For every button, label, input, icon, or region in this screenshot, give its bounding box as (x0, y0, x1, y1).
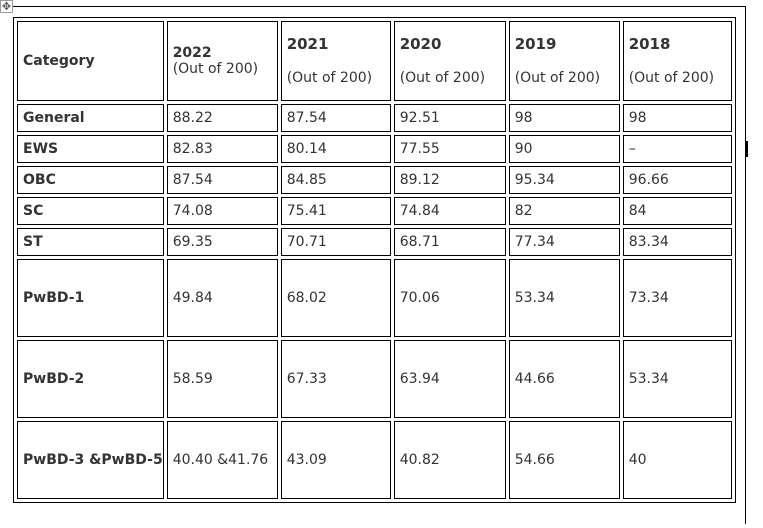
page-boundary-top (13, 6, 746, 7)
value-cell-2021: 67.33 (280, 340, 391, 418)
year-label: 2021 (286, 35, 329, 53)
year-sub-label: (Out of 200) (172, 61, 259, 77)
value-cell-2019: 90 (508, 135, 620, 163)
year-label: 2022 (172, 45, 212, 61)
value-cell-2020: 70.06 (393, 259, 506, 337)
value-cell-2018: 96.66 (622, 166, 732, 194)
table-row: ST 69.35 70.71 68.71 77.34 83.34 (17, 228, 732, 256)
value-cell-2018: 53.34 (622, 340, 732, 418)
year-label: 2020 (399, 35, 442, 53)
year-header-2022: 2022 (Out of 200) (166, 21, 278, 101)
year-sub-label: (Out of 200) (628, 70, 715, 86)
value-cell-2021: 70.71 (280, 228, 391, 256)
value-cell-2022: 49.84 (166, 259, 278, 337)
value-cell-2021: 43.09 (280, 421, 391, 499)
header-row: Category 2022 (Out of 200) 2021 (Out of … (17, 21, 732, 101)
year-sub-label: (Out of 200) (286, 70, 373, 86)
value-cell-2020: 77.55 (393, 135, 506, 163)
year-sub-label: (Out of 200) (399, 70, 486, 86)
category-cell: OBC (17, 166, 164, 194)
table-row: PwBD-3 &PwBD-5 40.40 &41.76 43.09 40.82 … (17, 421, 732, 499)
category-header: Category (17, 21, 164, 101)
category-cell: PwBD-3 &PwBD-5 (17, 421, 164, 499)
category-cell: PwBD-1 (17, 259, 164, 337)
category-cell: General (17, 104, 164, 132)
value-cell-2022: 69.35 (166, 228, 278, 256)
year-header-2018: 2018 (Out of 200) (622, 21, 732, 101)
value-cell-2018: – (622, 135, 732, 163)
value-cell-2019: 54.66 (508, 421, 620, 499)
value-cell-2021: 84.85 (280, 166, 391, 194)
value-cell-2019: 44.66 (508, 340, 620, 418)
value-cell-2020: 89.12 (393, 166, 506, 194)
year-label: 2019 (514, 35, 557, 53)
value-cell-2021: 75.41 (280, 197, 391, 225)
year-header-2021: 2021 (Out of 200) (280, 21, 391, 101)
table-row: PwBD-2 58.59 67.33 63.94 44.66 53.34 (17, 340, 732, 418)
value-cell-2020: 63.94 (393, 340, 506, 418)
table-row: EWS 82.83 80.14 77.55 90 – (17, 135, 732, 163)
value-cell-2020: 74.84 (393, 197, 506, 225)
value-cell-2022: 74.08 (166, 197, 278, 225)
value-cell-2018: 84 (622, 197, 732, 225)
year-header-2019: 2019 (Out of 200) (508, 21, 620, 101)
value-cell-2022: 87.54 (166, 166, 278, 194)
category-cell: ST (17, 228, 164, 256)
value-cell-2022: 58.59 (166, 340, 278, 418)
text-cursor (746, 141, 748, 157)
value-cell-2018: 73.34 (622, 259, 732, 337)
value-cell-2020: 40.82 (393, 421, 506, 499)
value-cell-2018: 98 (622, 104, 732, 132)
value-cell-2020: 68.71 (393, 228, 506, 256)
page-boundary-right (745, 6, 746, 524)
table-row: SC 74.08 75.41 74.84 82 84 (17, 197, 732, 225)
table-row: General 88.22 87.54 92.51 98 98 (17, 104, 732, 132)
value-cell-2021: 80.14 (280, 135, 391, 163)
value-cell-2019: 95.34 (508, 166, 620, 194)
cutoff-table: Category 2022 (Out of 200) 2021 (Out of … (13, 17, 736, 503)
value-cell-2019: 82 (508, 197, 620, 225)
year-label: 2018 (628, 35, 671, 53)
value-cell-2021: 87.54 (280, 104, 391, 132)
move-icon[interactable]: ✥ (0, 0, 13, 13)
value-cell-2022: 82.83 (166, 135, 278, 163)
value-cell-2022: 88.22 (166, 104, 278, 132)
category-cell: SC (17, 197, 164, 225)
value-cell-2019: 53.34 (508, 259, 620, 337)
table-row: OBC 87.54 84.85 89.12 95.34 96.66 (17, 166, 732, 194)
value-cell-2018: 40 (622, 421, 732, 499)
year-header-2020: 2020 (Out of 200) (393, 21, 506, 101)
category-cell: PwBD-2 (17, 340, 164, 418)
value-cell-2021: 68.02 (280, 259, 391, 337)
table-row: PwBD-1 49.84 68.02 70.06 53.34 73.34 (17, 259, 732, 337)
value-cell-2019: 77.34 (508, 228, 620, 256)
category-cell: EWS (17, 135, 164, 163)
value-cell-2018: 83.34 (622, 228, 732, 256)
year-sub-label: (Out of 200) (514, 70, 601, 86)
value-cell-2019: 98 (508, 104, 620, 132)
value-cell-2020: 92.51 (393, 104, 506, 132)
value-cell-2022: 40.40 &41.76 (166, 421, 278, 499)
